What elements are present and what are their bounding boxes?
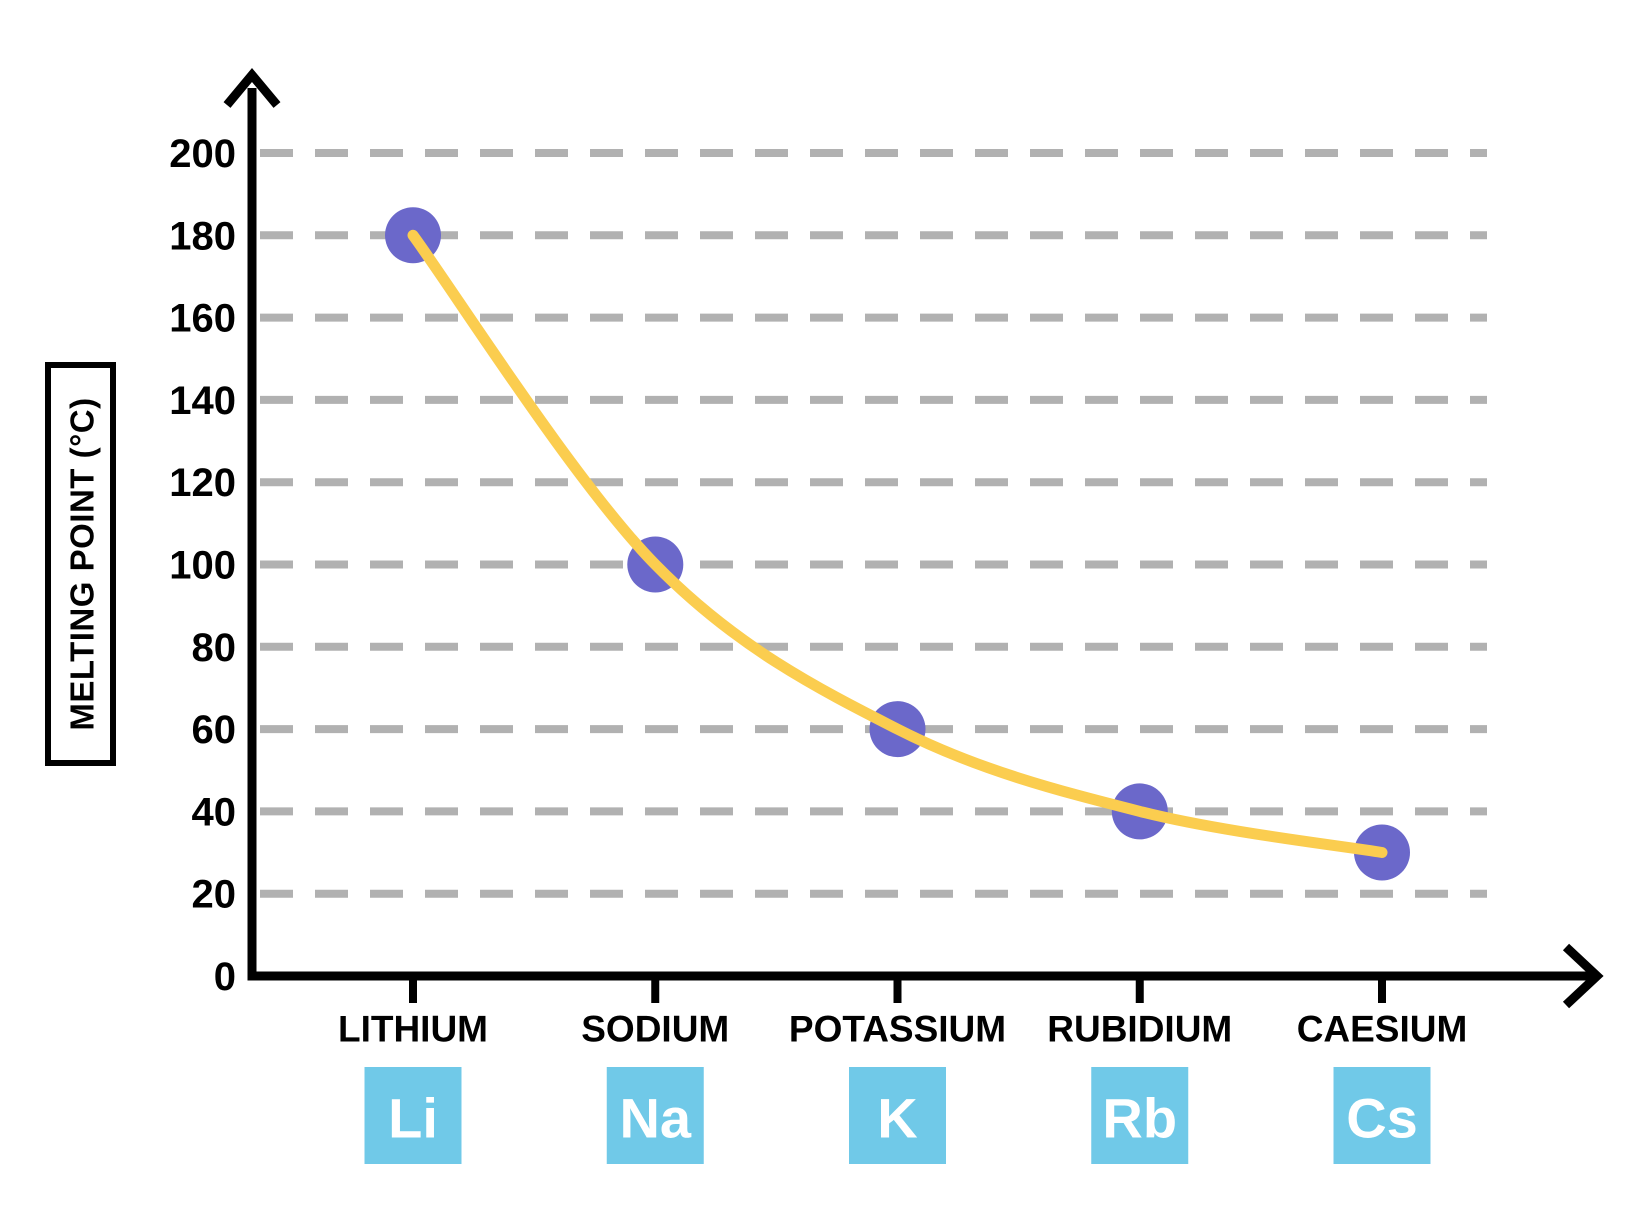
- element-box-sodium: [606, 1067, 704, 1164]
- y-tick-label-40: 40: [192, 790, 237, 834]
- element-box-potassium: [849, 1067, 946, 1164]
- element-box-lithium: [364, 1067, 462, 1164]
- x-axis-arrow-icon: [1562, 943, 1604, 1009]
- element-symbol-lithium: Li: [388, 1087, 438, 1150]
- y-axis-arrow-icon: [223, 67, 281, 108]
- y-tick-label-180: 180: [169, 214, 236, 258]
- x-label-potassium: POTASSIUM: [789, 1009, 1006, 1050]
- y-tick-label-20: 20: [192, 873, 237, 917]
- y-tick-label-0: 0: [214, 955, 236, 999]
- y-tick-label-200: 200: [169, 132, 236, 176]
- x-label-sodium: SODIUM: [581, 1009, 729, 1050]
- element-box-rubidium: [1091, 1067, 1189, 1164]
- x-label-caesium: CAESIUM: [1297, 1009, 1468, 1050]
- y-axis-title: MELTING POINT (°C): [64, 397, 101, 730]
- y-tick-label-60: 60: [192, 708, 237, 752]
- y-tick-label-140: 140: [169, 379, 236, 423]
- y-axis-title-box: [45, 362, 116, 766]
- y-tick-label-160: 160: [169, 297, 236, 341]
- element-symbol-caesium: Cs: [1346, 1087, 1418, 1150]
- y-tick-label-120: 120: [169, 461, 236, 505]
- element-symbol-sodium: Na: [619, 1087, 691, 1150]
- y-tick-label-100: 100: [169, 544, 236, 588]
- x-label-lithium: LITHIUM: [338, 1009, 488, 1050]
- element-symbol-potassium: K: [877, 1087, 917, 1150]
- y-tick-label-80: 80: [192, 626, 237, 670]
- element-symbol-rubidium: Rb: [1102, 1087, 1177, 1150]
- x-label-rubidium: RUBIDIUM: [1047, 1009, 1232, 1050]
- trend-curve: [407, 229, 1388, 858]
- element-box-caesium: [1333, 1067, 1431, 1164]
